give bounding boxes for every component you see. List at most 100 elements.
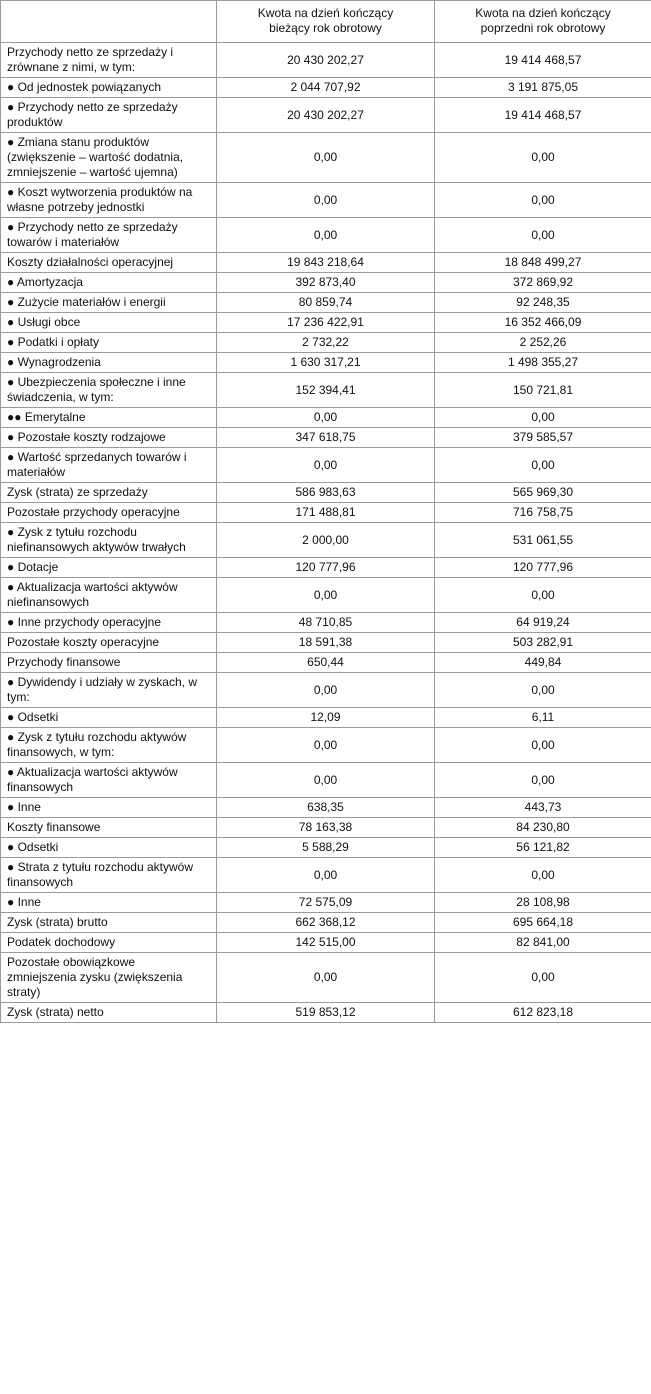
amount-cell: 19 414 468,57 xyxy=(434,97,651,133)
amount-cell: 92 248,35 xyxy=(434,292,651,313)
amount-cell: 2 732,22 xyxy=(216,332,435,353)
amount-cell: 443,73 xyxy=(434,797,651,818)
header-cell: Kwota na dzień kończący poprzedni rok ob… xyxy=(434,0,651,43)
amount-cell: 0,00 xyxy=(434,577,651,613)
amount-cell: 1 630 317,21 xyxy=(216,352,435,373)
table-row: ● Pozostałe koszty rodzajowe 347 618,75 37… xyxy=(0,427,651,448)
amount-cell: 6,11 xyxy=(434,707,651,728)
amount-cell: 531 061,55 xyxy=(434,522,651,558)
row-label: ● Amortyzacja xyxy=(0,272,217,293)
row-label: Przychody netto ze sprzedaży i zrównane … xyxy=(0,42,217,78)
amount-cell: 0,00 xyxy=(216,952,435,1003)
amount-cell: 0,00 xyxy=(434,447,651,483)
amount-cell: 379 585,57 xyxy=(434,427,651,448)
amount-cell: 2 000,00 xyxy=(216,522,435,558)
table-row: ● Usługi obce 17 236 422,91 16 352 466,09 xyxy=(0,312,651,333)
table-row: Zysk (strata) netto 519 853,12 612 823,18 xyxy=(0,1002,651,1023)
table-row: ● Odsetki 5 588,29 56 121,82 xyxy=(0,837,651,858)
row-label: Pozostałe obowiązkowe zmniejszenia zysku… xyxy=(0,952,217,1003)
amount-cell: 0,00 xyxy=(434,132,651,183)
row-label: ● Od jednostek powiązanych xyxy=(0,77,217,98)
amount-cell: 638,35 xyxy=(216,797,435,818)
table-row: ● Dywidendy i udziały w zyskach, w tym: 0… xyxy=(0,672,651,708)
amount-cell: 0,00 xyxy=(216,727,435,763)
amount-cell: 0,00 xyxy=(216,182,435,218)
amount-cell: 84 230,80 xyxy=(434,817,651,838)
amount-cell: 0,00 xyxy=(434,672,651,708)
amount-cell: 142 515,00 xyxy=(216,932,435,953)
table-row: ● Ubezpieczenia społeczne i inne świadcz… xyxy=(0,372,651,408)
header-empty xyxy=(0,0,217,43)
table-row: ● Strata z tytułu rozchodu aktywów finan… xyxy=(0,857,651,893)
table-row: ● Koszt wytworzenia produktów na własne … xyxy=(0,182,651,218)
row-label: ● Odsetki xyxy=(0,707,217,728)
row-label: ● Pozostałe koszty rodzajowe xyxy=(0,427,217,448)
table-row: ● Aktualizacja wartości aktywów niefinan… xyxy=(0,577,651,613)
table-row: ● Wynagrodzenia 1 630 317,21 1 498 355,27 xyxy=(0,352,651,373)
table-row: ● Podatki i opłaty 2 732,22 2 252,26 xyxy=(0,332,651,353)
amount-cell: 519 853,12 xyxy=(216,1002,435,1023)
table-row: ●● Emerytalne 0,00 0,00 xyxy=(0,407,651,428)
amount-cell: 0,00 xyxy=(434,857,651,893)
row-label: ● Dywidendy i udziały w zyskach, w tym: xyxy=(0,672,217,708)
table-row: Przychody finansowe 650,44 449,84 xyxy=(0,652,651,673)
row-label: ● Odsetki xyxy=(0,837,217,858)
row-label: ● Wynagrodzenia xyxy=(0,352,217,373)
amount-cell: 78 163,38 xyxy=(216,817,435,838)
table-row: ● Dotacje 120 777,96 120 777,96 xyxy=(0,557,651,578)
amount-cell: 48 710,85 xyxy=(216,612,435,633)
table-row: ● Wartość sprzedanych towarów i materiał… xyxy=(0,447,651,483)
row-label: ● Zysk z tytułu rozchodu niefinansowych … xyxy=(0,522,217,558)
amount-cell: 20 430 202,27 xyxy=(216,97,435,133)
amount-cell: 392 873,40 xyxy=(216,272,435,293)
amount-cell: 64 919,24 xyxy=(434,612,651,633)
row-label: Pozostałe przychody operacyjne xyxy=(0,502,217,523)
amount-cell: 72 575,09 xyxy=(216,892,435,913)
amount-cell: 0,00 xyxy=(216,762,435,798)
financial-table: Kwota na dzień kończący bieżący rok obro… xyxy=(0,0,651,1023)
row-label: ● Aktualizacja wartości aktywów finansow… xyxy=(0,762,217,798)
row-label: ● Inne xyxy=(0,892,217,913)
row-label: ● Aktualizacja wartości aktywów niefinan… xyxy=(0,577,217,613)
table-row: Pozostałe przychody operacyjne 171 488,81… xyxy=(0,502,651,523)
amount-cell: 0,00 xyxy=(216,407,435,428)
row-label: ● Strata z tytułu rozchodu aktywów finan… xyxy=(0,857,217,893)
row-label: ● Zmiana stanu produktów (zwiększenie – … xyxy=(0,132,217,183)
table-row: ● Przychody netto ze sprzedaży towarów i… xyxy=(0,217,651,253)
row-label: Koszty działalności operacyjnej xyxy=(0,252,217,273)
amount-cell: 20 430 202,27 xyxy=(216,42,435,78)
amount-cell: 0,00 xyxy=(216,672,435,708)
amount-cell: 150 721,81 xyxy=(434,372,651,408)
amount-cell: 17 236 422,91 xyxy=(216,312,435,333)
amount-cell: 171 488,81 xyxy=(216,502,435,523)
table-row: ● Zmiana stanu produktów (zwiększenie – … xyxy=(0,132,651,183)
table-row: Pozostałe obowiązkowe zmniejszenia zysku… xyxy=(0,952,651,1003)
amount-cell: 716 758,75 xyxy=(434,502,651,523)
table-row: Koszty działalności operacyjnej 19 843 21… xyxy=(0,252,651,273)
amount-cell: 695 664,18 xyxy=(434,912,651,933)
amount-cell: 0,00 xyxy=(216,132,435,183)
amount-cell: 80 859,74 xyxy=(216,292,435,313)
amount-cell: 650,44 xyxy=(216,652,435,673)
row-label: ● Inne przychody operacyjne xyxy=(0,612,217,633)
table-row: ● Zysk z tytułu rozchodu niefinansowych … xyxy=(0,522,651,558)
amount-cell: 3 191 875,05 xyxy=(434,77,651,98)
row-label: ● Zużycie materiałów i energii xyxy=(0,292,217,313)
amount-cell: 18 848 499,27 xyxy=(434,252,651,273)
amount-cell: 0,00 xyxy=(434,727,651,763)
amount-cell: 5 588,29 xyxy=(216,837,435,858)
table-row: Pozostałe koszty operacyjne 18 591,38 503 … xyxy=(0,632,651,653)
row-label: Zysk (strata) ze sprzedaży xyxy=(0,482,217,503)
row-label: ● Przychody netto ze sprzedaży towarów i… xyxy=(0,217,217,253)
amount-cell: 120 777,96 xyxy=(216,557,435,578)
table-row: ● Od jednostek powiązanych 2 044 707,92 3 … xyxy=(0,77,651,98)
amount-cell: 0,00 xyxy=(434,217,651,253)
row-label: ● Dotacje xyxy=(0,557,217,578)
table-row: Koszty finansowe 78 163,38 84 230,80 xyxy=(0,817,651,838)
amount-cell: 662 368,12 xyxy=(216,912,435,933)
table-row: Zysk (strata) brutto 662 368,12 695 664,18 xyxy=(0,912,651,933)
table-row: Podatek dochodowy 142 515,00 82 841,00 xyxy=(0,932,651,953)
amount-cell: 28 108,98 xyxy=(434,892,651,913)
table-body: Przychody netto ze sprzedaży i zrównane … xyxy=(0,42,651,1023)
